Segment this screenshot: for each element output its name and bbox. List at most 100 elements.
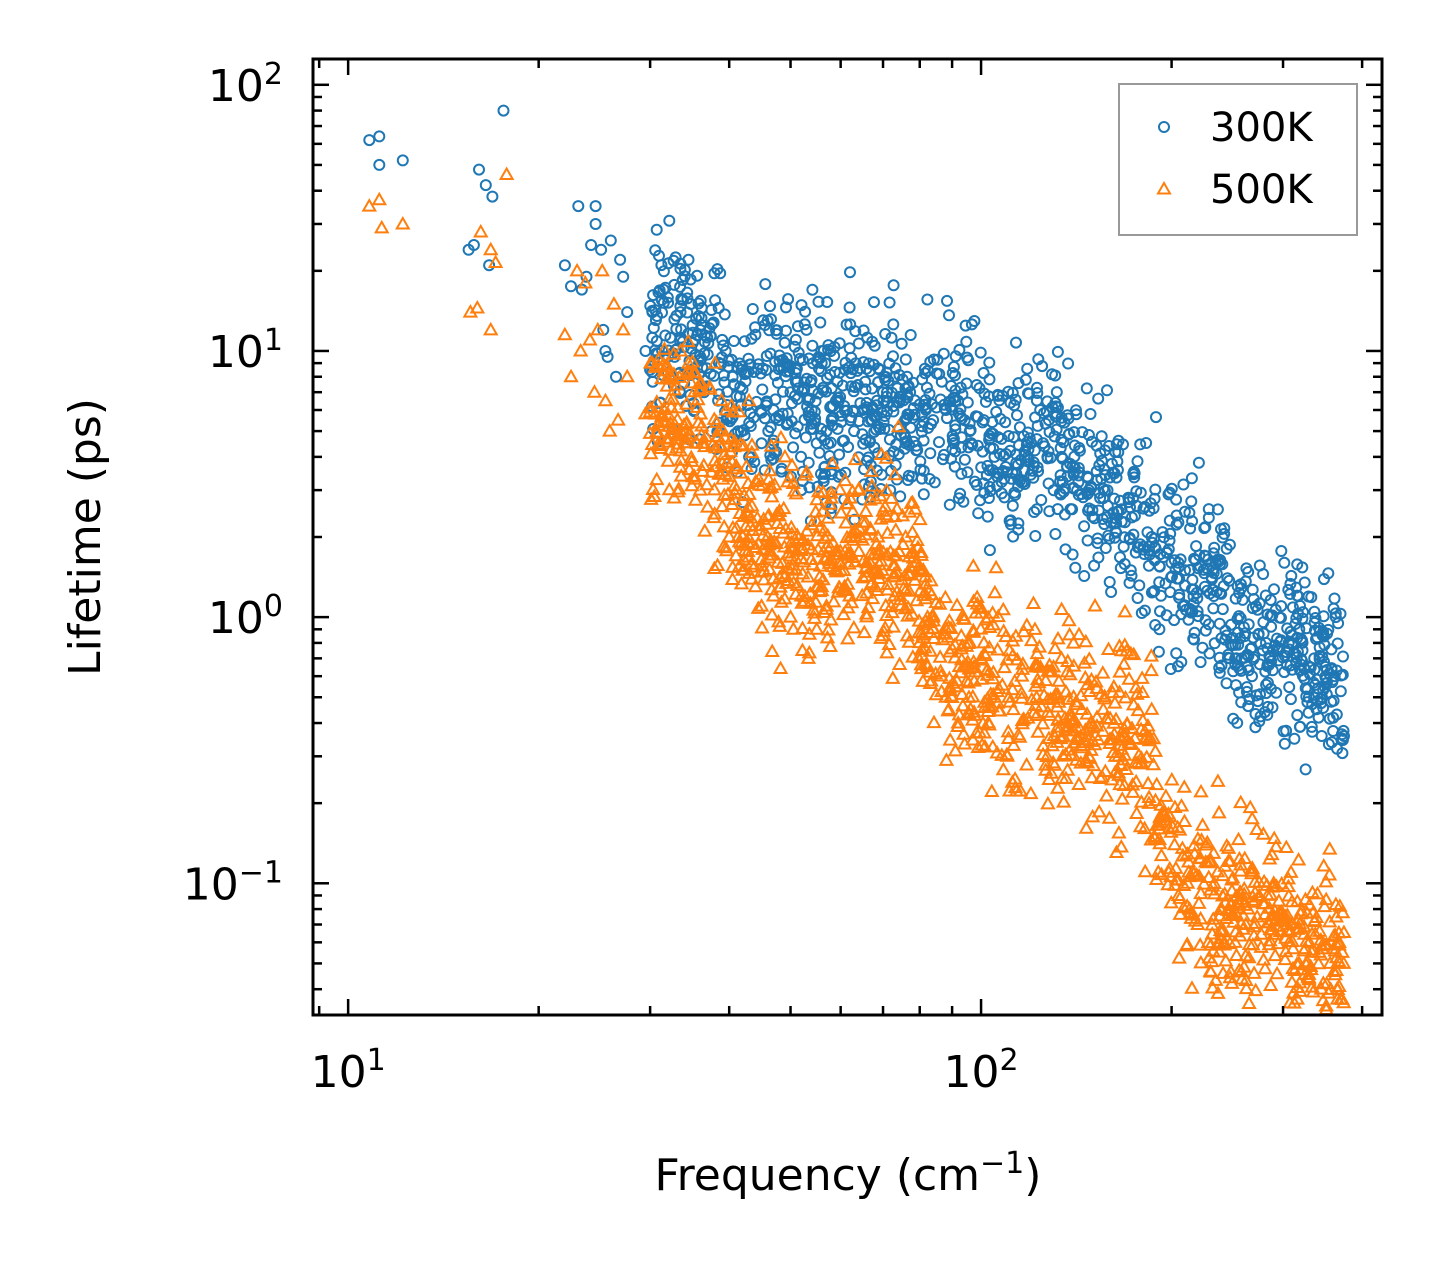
series-500K-point [1176,813,1193,827]
series-500K-point [803,551,819,565]
series-300K-point [1227,665,1240,678]
series-300K-point [650,223,663,236]
series-500K-point [1321,866,1338,881]
x-tick-label: 101 [311,1043,386,1099]
series-500K-point [1309,885,1326,900]
series-500K-point [750,600,766,614]
series-500K-point [1237,850,1253,864]
series-500K-point [846,619,862,634]
series-500K-point [1173,797,1190,812]
series-500K-point [789,527,805,541]
series-500K-point [863,522,879,536]
series-300K-point [1070,404,1082,417]
series-500K-point [1106,678,1122,693]
series-300K-point [715,351,728,364]
series-500K-point [864,478,880,492]
series-300K-point [806,339,819,352]
series-500K-point [840,547,856,561]
series-500K-point [899,627,915,642]
series-500K-point [1244,860,1261,875]
series-300K-point [1184,522,1197,535]
series-300K-point [799,431,812,444]
series-300K-point [843,301,856,314]
series-500K-point [833,504,849,519]
series-500K-point [1035,746,1051,761]
series-300K-point [736,383,749,396]
series-500K-point [809,621,825,635]
series-500K-point [1290,911,1307,926]
series-500K-point [1053,601,1070,616]
series-300K-point [1031,381,1043,394]
series-300K-point [572,200,585,213]
series-500K-point [1166,836,1183,851]
series-500K-point [891,543,907,558]
series-300K-point [840,318,853,331]
series-500K-point [732,505,748,519]
series-300K-point [1135,607,1148,619]
series-500K-point [1286,962,1303,976]
series-300K-point [746,303,759,315]
series-500K-point [1318,891,1334,906]
series-500K-point [1220,840,1237,854]
series-500K-point [1222,853,1238,868]
series-300K-point [745,463,758,475]
series-300K-point [1223,538,1236,551]
series-500K-point [850,482,867,496]
series-300K-point [958,453,971,466]
series-500K-point [886,508,903,523]
series-500K-point [913,544,929,559]
series-500K-point [879,644,895,659]
legend-label: 500K [1210,167,1314,213]
series-500K-point [1201,869,1217,884]
series-300K-point [945,380,958,392]
series-300K-point [952,394,965,407]
series-300K-point [821,371,834,384]
series-300K-point [1021,426,1034,439]
series-500K-point [725,403,741,418]
series-500K-point [1016,711,1032,725]
series-500K-point [1040,795,1056,810]
series-300K-point [1192,456,1205,469]
series-500K-point [984,783,1000,797]
series-300K-point [722,360,735,373]
series-500K-point [615,321,631,336]
series-500K-point [1241,995,1257,1009]
series-300K-point [1290,612,1303,625]
series-300K-point [1316,627,1329,640]
series-500K-point [395,215,411,230]
series-500K-point [786,483,803,497]
series-500K-point [753,551,769,566]
series-500K-point [1300,969,1316,983]
series-500K-point [1232,928,1248,942]
series-500K-point [1331,934,1347,948]
series-500K-point [1297,940,1314,955]
series-500K-point [1111,729,1128,744]
series-500K-point [875,503,891,517]
series-500K-point [783,534,799,549]
series-500K-point [1055,794,1072,808]
series-300K-point [1188,626,1201,639]
series-300K-point [1142,559,1155,572]
series-300K-point [868,296,880,309]
series-500K-point [988,559,1004,574]
series-500K-point [670,483,686,498]
series-500K-point [1222,935,1238,950]
series-500K-point [969,595,986,610]
series-300K-point [1172,561,1185,574]
series-500K-point [925,609,941,623]
series-300K-point [899,353,912,366]
series-300K-point [1202,553,1215,566]
series-500K-point [469,299,486,314]
series-500K-point [1137,863,1153,878]
series-300K-point [1131,541,1144,554]
series-300K-point [749,321,762,334]
series-500K-point [940,701,957,715]
legend-marker [1158,121,1170,133]
series-300K-point [1090,465,1103,478]
series-300K-point [1229,592,1242,605]
series-500K-point [918,590,934,605]
series-500K-point [1299,953,1315,968]
series-500K-point [1213,901,1230,915]
series-500K-point [1100,641,1117,655]
series-300K-point [946,367,959,379]
